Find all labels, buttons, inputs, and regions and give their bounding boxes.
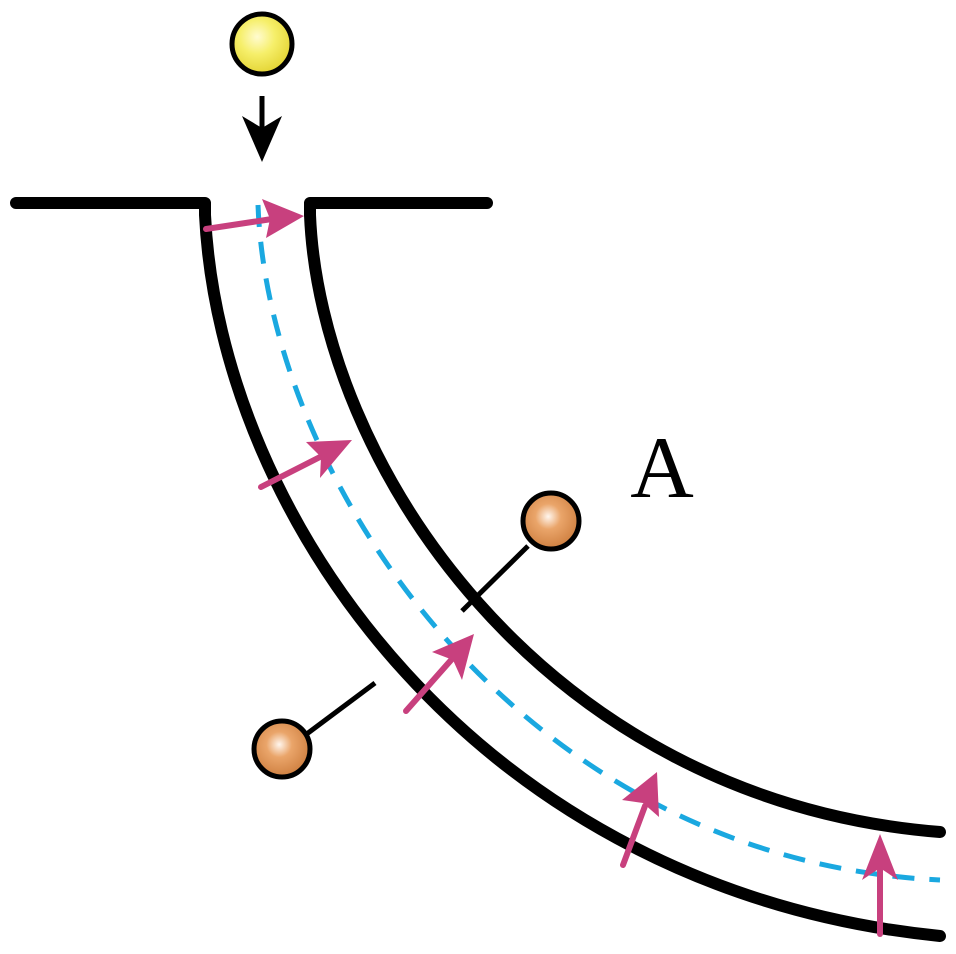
- tube: [10, 197, 946, 942]
- sensor-balls: [251, 490, 582, 780]
- magenta-arrow-icon: [258, 440, 352, 490]
- orange-ball-icon: [251, 718, 313, 780]
- magenta-arrow-icon: [203, 199, 304, 238]
- down-arrow-icon: [242, 116, 282, 162]
- falling-ball-group: [229, 11, 295, 162]
- yellow-ball-icon: [229, 11, 295, 77]
- force-arrows: [203, 199, 898, 937]
- region-label: A: [630, 420, 694, 517]
- magenta-arrow-icon: [862, 834, 898, 937]
- orange-ball-icon: [520, 490, 582, 552]
- tube-right-wall: [304, 197, 946, 838]
- outer-rod: [460, 544, 530, 613]
- magenta-arrow-icon: [620, 772, 659, 868]
- inner-rod: [302, 680, 377, 739]
- center-path: [255, 204, 941, 883]
- tube-left-wall: [10, 197, 946, 942]
- magenta-arrow-icon: [403, 634, 474, 714]
